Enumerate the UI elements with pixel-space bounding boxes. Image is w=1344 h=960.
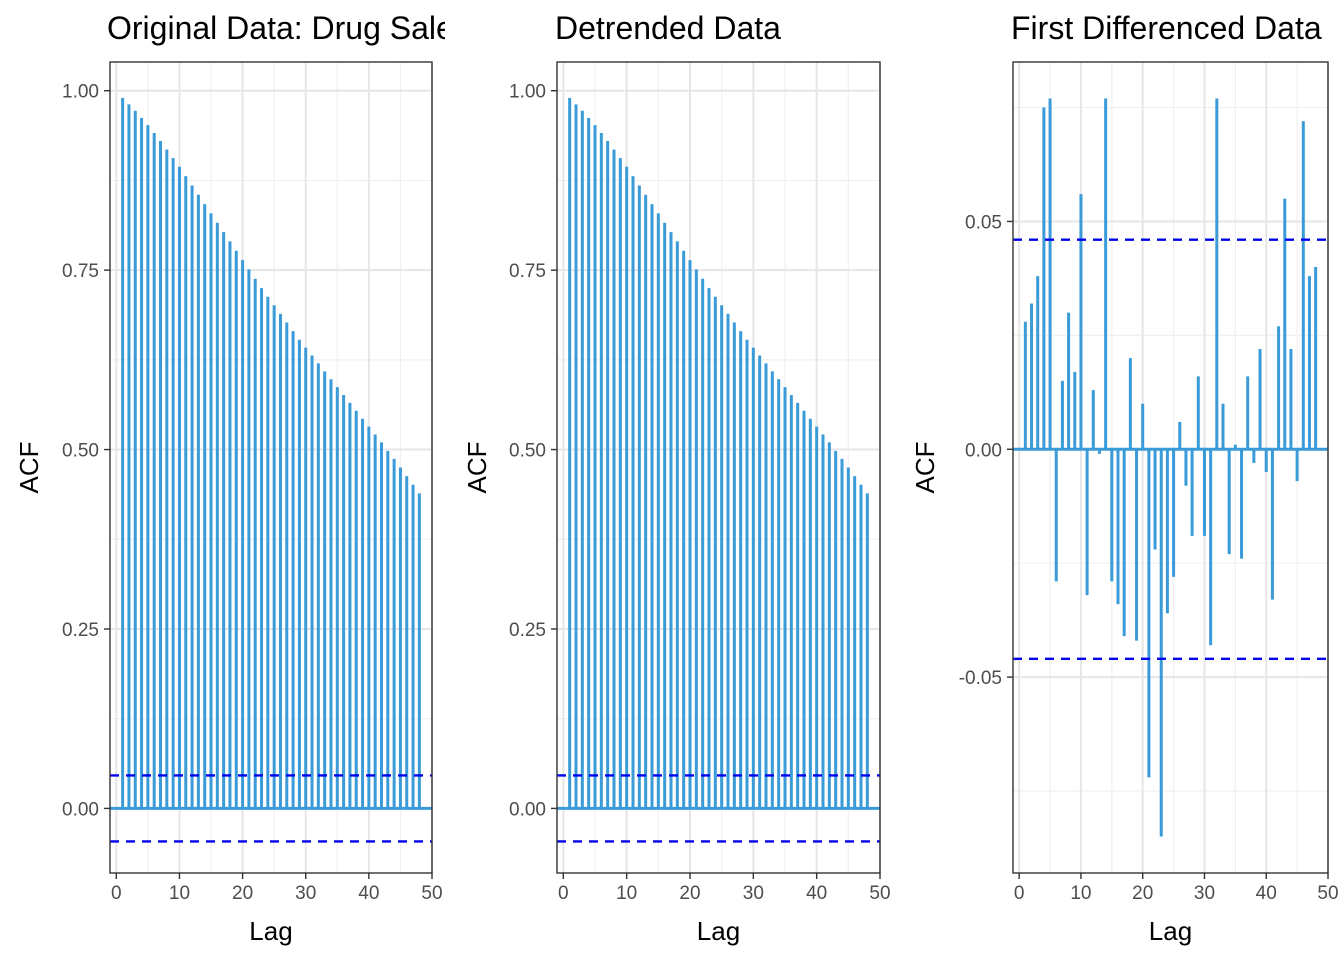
x-tick-label: 20	[1132, 883, 1153, 904]
y-tick-label: -0.05	[959, 668, 1002, 689]
x-tick-label: 20	[232, 883, 253, 904]
y-tick-label: 0.50	[62, 441, 99, 462]
x-tick-label: 0	[558, 883, 569, 904]
panel-background	[1013, 62, 1328, 873]
x-tick-label: 50	[869, 883, 890, 904]
x-tick-label: 10	[1070, 883, 1091, 904]
x-axis-title: Lag	[697, 916, 740, 946]
panel-title: First Differenced Data	[1011, 10, 1322, 46]
y-tick-label: 0.00	[509, 799, 546, 820]
x-tick-label: 40	[1256, 883, 1277, 904]
acf-panel-3: -0.05 0.00 0.05 0 10 20 30 40 50 Lag ACF First Diff…	[910, 10, 1339, 946]
y-axis-title: ACF	[462, 442, 492, 494]
y-tick-label: 0.00	[965, 440, 1002, 461]
acf-panel-1: 0.00 0.25 0.50 0.75 1.00 0 10 20 30 40 50 Lag ACF Ori…	[14, 10, 470, 946]
panel-title: Detrended Data	[555, 10, 781, 46]
panel-border	[556, 61, 881, 874]
panel-border	[1012, 61, 1329, 874]
y-tick-label: 1.00	[62, 82, 99, 103]
acf-panel-2: 0.00 0.25 0.50 0.75 1.00 0 10 20 30 40 50 Lag ACF Det…	[462, 10, 891, 946]
x-tick-label: 40	[358, 883, 379, 904]
y-tick-label: 0.50	[509, 441, 546, 462]
panel-title: Original Data: Drug Sales	[107, 10, 470, 46]
x-tick-label: 10	[169, 883, 190, 904]
x-tick-label: 0	[1014, 883, 1025, 904]
panel-border	[109, 61, 433, 874]
y-tick-label: 0.05	[965, 212, 1002, 233]
x-tick-label: 30	[743, 883, 764, 904]
x-tick-label: 30	[295, 883, 316, 904]
y-tick-label: 0.25	[509, 620, 546, 641]
x-axis-title: Lag	[249, 916, 292, 946]
x-tick-label: 10	[616, 883, 637, 904]
x-tick-label: 40	[806, 883, 827, 904]
y-tick-label: 0.75	[509, 261, 546, 282]
y-axis-title: ACF	[14, 442, 44, 494]
y-tick-label: 0.75	[62, 261, 99, 282]
panel-background	[557, 62, 880, 873]
y-tick-label: 0.25	[62, 620, 99, 641]
panel-background	[110, 62, 432, 873]
x-tick-label: 20	[679, 883, 700, 904]
x-tick-label: 50	[1317, 883, 1338, 904]
y-tick-label: 1.00	[509, 82, 546, 103]
y-tick-label: 0.00	[62, 799, 99, 820]
y-axis-title: ACF	[910, 442, 940, 494]
x-tick-label: 50	[421, 883, 442, 904]
x-axis-title: Lag	[1149, 916, 1192, 946]
x-tick-label: 0	[111, 883, 122, 904]
x-tick-label: 30	[1194, 883, 1215, 904]
